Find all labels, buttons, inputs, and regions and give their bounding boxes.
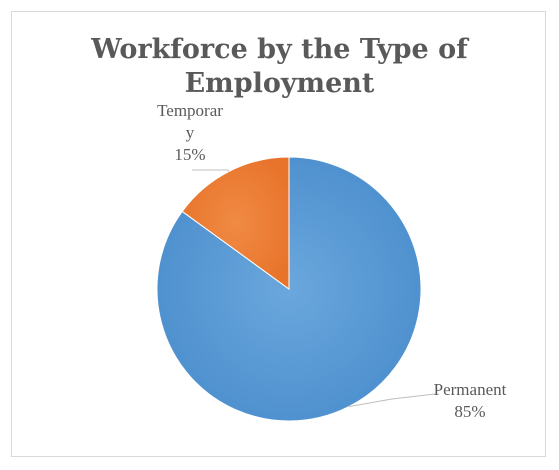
data-label-temporary-line-1: Temporar	[157, 101, 223, 120]
data-label-temporary-line-3: 15%	[174, 145, 206, 164]
data-label-permanent-line-1: Permanent	[433, 380, 507, 399]
chart-title-line-2: Employment	[184, 68, 375, 99]
data-label-temporary: Temporar y 15%	[140, 100, 240, 166]
chart-title-line-1: Workforce by the Type of	[91, 34, 468, 65]
chart-title: Workforce by the Type of Employment	[0, 33, 559, 101]
data-label-permanent: Permanent 85%	[420, 379, 520, 423]
leader-line-temporary	[192, 169, 230, 172]
data-label-temporary-line-2: y	[185, 123, 195, 142]
data-label-permanent-line-2: 85%	[454, 402, 486, 421]
leader-line-permanent	[348, 393, 436, 408]
pie-slice-temporary	[181, 156, 290, 290]
